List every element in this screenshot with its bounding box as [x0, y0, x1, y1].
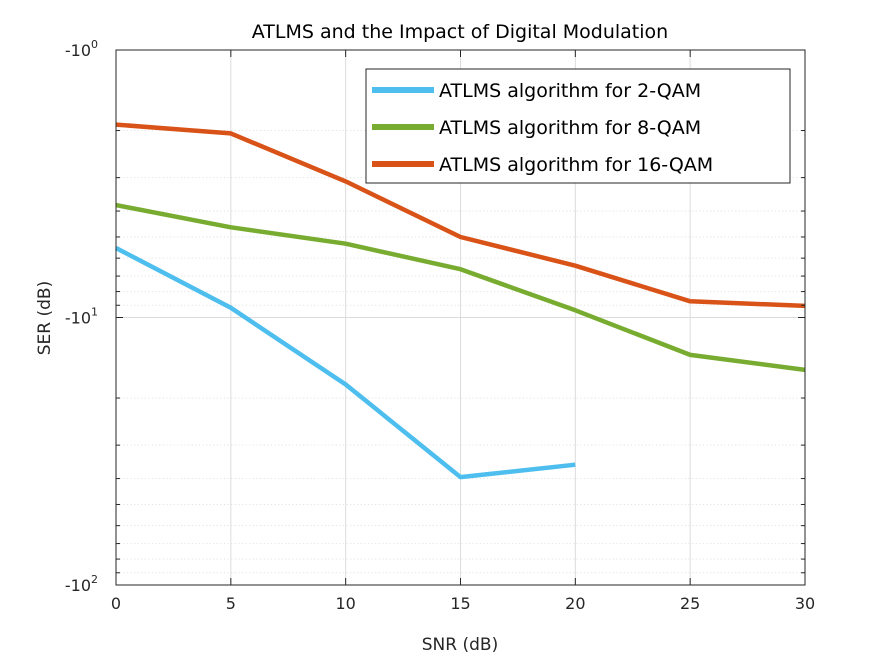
legend: ATLMS algorithm for 2-QAM ATLMS algorithm…	[365, 68, 791, 184]
x-tick-label: 10	[335, 594, 355, 613]
y-tick-exponent: 2	[91, 573, 98, 586]
legend-label-2: ATLMS algorithm for 16-QAM	[439, 154, 713, 176]
series-group	[114, 122, 806, 480]
legend-label-0: ATLMS algorithm for 2-QAM	[439, 80, 701, 102]
x-tick-label: 0	[111, 594, 121, 613]
x-axis-ticks: 0 5 10 15 20 25 30	[111, 50, 815, 613]
y-tick-exponent: 1	[91, 306, 98, 319]
y-tick-label: -100	[65, 38, 98, 60]
y-axis-label: SER (dB)	[35, 281, 55, 355]
x-tick-label: 5	[226, 594, 236, 613]
y-tick-label: -101	[65, 306, 98, 328]
x-tick-label: 20	[565, 594, 585, 613]
x-axis-label: SNR (dB)	[422, 635, 498, 655]
legend-box	[365, 68, 791, 184]
series-line-2	[115, 122, 806, 309]
y-tick-base: -10	[65, 576, 91, 595]
x-tick-label: 25	[680, 594, 700, 613]
x-tick-label: 30	[795, 594, 815, 613]
chart-title: ATLMS and the Impact of Digital Modulati…	[252, 21, 668, 43]
y-tick-base: -10	[65, 309, 91, 328]
legend-label-1: ATLMS algorithm for 8-QAM	[439, 117, 701, 139]
series-line-1	[115, 202, 806, 373]
y-tick-base: -10	[65, 41, 91, 60]
y-axis-ticks: -100-101-102	[65, 38, 805, 595]
y-tick-label: -102	[65, 573, 98, 595]
series-line-0	[114, 246, 576, 480]
y-tick-exponent: 0	[91, 38, 98, 51]
x-tick-label: 15	[450, 594, 470, 613]
